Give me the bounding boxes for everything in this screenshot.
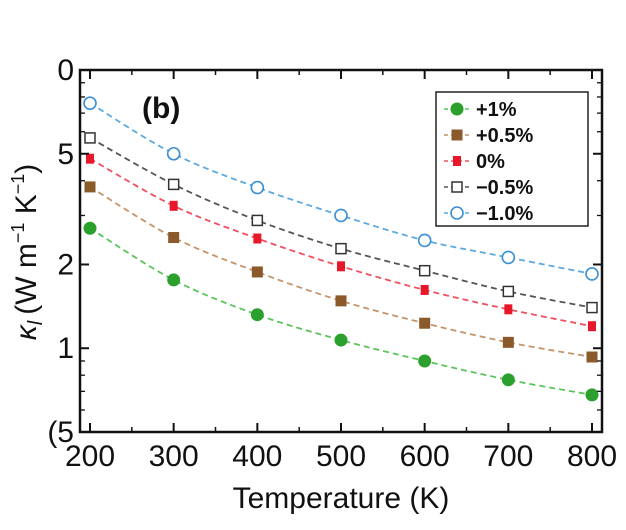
data-point	[166, 146, 181, 161]
legend-marker	[450, 102, 464, 116]
data-point	[167, 178, 180, 191]
legend-entry: +0.5%	[444, 125, 533, 147]
data-point	[169, 200, 178, 211]
data-point	[417, 233, 432, 248]
x-tick-label: 200	[65, 440, 115, 473]
y-axis-units-mid: K	[10, 194, 43, 222]
data-point	[84, 181, 96, 193]
data-point	[588, 321, 596, 332]
data-point	[84, 132, 96, 144]
data-point	[335, 242, 347, 255]
legend-marker	[450, 206, 464, 220]
data-point	[502, 336, 514, 348]
data-point	[418, 264, 431, 277]
x-tick-label: 300	[149, 440, 199, 473]
series-group	[84, 181, 598, 363]
data-point	[168, 232, 180, 244]
y-tick-label: 5	[57, 138, 74, 171]
data-point	[419, 317, 431, 329]
data-point	[253, 233, 262, 244]
data-point	[586, 301, 598, 314]
series-layer	[83, 96, 599, 402]
legend-marker	[451, 181, 463, 193]
data-point	[501, 373, 515, 387]
data-point	[585, 267, 599, 281]
data-point	[504, 304, 513, 315]
legend: +1% +0.5% 0% −0.5% −1.0%	[435, 91, 589, 227]
y-axis-subscript: l	[25, 320, 47, 325]
data-point	[83, 96, 97, 110]
data-point	[167, 273, 181, 287]
data-point	[250, 180, 265, 195]
axis-ticks	[80, 69, 602, 433]
data-point	[585, 388, 599, 402]
data-point	[250, 308, 264, 322]
legend-label: −1.0%	[476, 203, 533, 225]
data-point	[251, 214, 264, 227]
y-axis-units: (W m	[10, 243, 43, 315]
x-axis-title: Temperature (K)	[233, 482, 450, 515]
x-tick-label: 600	[400, 440, 450, 473]
series-group	[86, 153, 596, 332]
y-tick-labels: (5 1 2 5 0	[47, 54, 74, 449]
y-axis-units-end: )	[10, 164, 43, 174]
y-axis-symbol: κ	[10, 323, 43, 340]
legend-label: 0%	[476, 151, 505, 173]
x-tick-label: 700	[483, 440, 533, 473]
legend-box	[435, 91, 589, 227]
legend-label: −0.5%	[476, 177, 533, 199]
data-point	[334, 333, 348, 347]
series-group	[83, 96, 599, 281]
data-point	[86, 153, 94, 164]
legend-label: +0.5%	[476, 125, 533, 147]
legend-entry: −1.0%	[444, 203, 533, 225]
data-point	[501, 250, 516, 265]
data-point	[418, 354, 432, 368]
legend-entry: 0%	[444, 151, 505, 173]
x-tick-label: 500	[316, 440, 366, 473]
data-point	[334, 208, 348, 223]
legend-entry: −0.5%	[444, 177, 533, 199]
data-point	[335, 295, 347, 307]
y-tick-label: (5	[47, 416, 74, 449]
y-axis-units-exp2: −1	[8, 174, 28, 195]
series-group	[83, 221, 599, 402]
y-tick-label: 0	[57, 54, 74, 87]
data-point	[337, 261, 345, 272]
y-axis-title: κl(W m−1 K−1)	[8, 164, 47, 341]
series-group	[84, 132, 598, 314]
data-point	[586, 351, 598, 363]
y-tick-label: 2	[57, 248, 74, 281]
data-point	[83, 221, 97, 235]
legend-entry: +1%	[444, 99, 517, 121]
data-point	[251, 266, 263, 278]
x-tick-label: 400	[232, 440, 282, 473]
x-tick-labels: 200 300 400 500 600 700 800	[65, 440, 617, 473]
panel-label: (b)	[142, 92, 180, 125]
y-tick-label: 1	[57, 332, 74, 365]
data-point	[502, 285, 515, 298]
legend-label: +1%	[476, 99, 517, 121]
legend-marker	[451, 129, 463, 141]
x-tick-label: 800	[567, 440, 617, 473]
y-axis-units-exp1: −1	[8, 223, 28, 244]
legend-marker	[453, 156, 461, 166]
data-point	[420, 284, 429, 295]
